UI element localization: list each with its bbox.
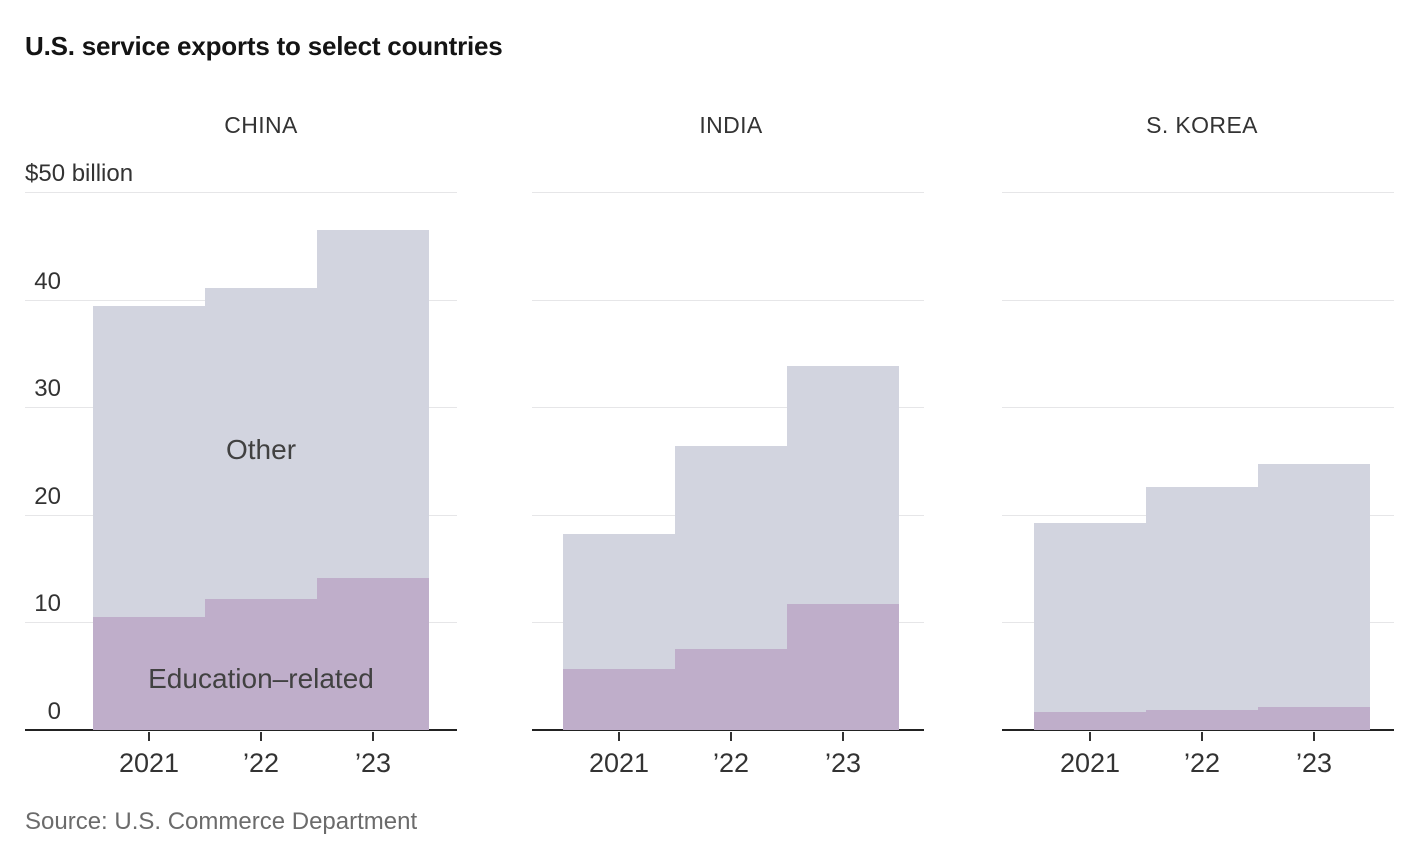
x-tick-label: ’22 bbox=[1183, 748, 1221, 778]
bar-stack bbox=[317, 229, 429, 730]
bar-segment-education bbox=[205, 598, 317, 730]
gridline bbox=[532, 192, 924, 193]
y-tick-label: 10 bbox=[34, 590, 61, 618]
y-tick-label: 20 bbox=[34, 482, 61, 510]
panel-header: S. KOREA bbox=[1146, 112, 1258, 138]
bar-stack bbox=[563, 534, 675, 730]
bar-segment-education bbox=[675, 649, 787, 730]
bar-segment-other bbox=[563, 534, 675, 669]
bar-stack bbox=[675, 445, 787, 730]
bars-group bbox=[563, 366, 899, 730]
bars-group bbox=[93, 229, 429, 730]
x-tick-mark bbox=[842, 732, 844, 741]
x-tick-label: ’23 bbox=[824, 748, 862, 778]
x-tick-mark bbox=[260, 732, 262, 741]
axis-baseline bbox=[532, 729, 924, 731]
x-tick-mark bbox=[1201, 732, 1203, 741]
bar-segment-education bbox=[563, 668, 675, 730]
bar-stack bbox=[205, 287, 317, 730]
chart-title: U.S. service exports to select countries bbox=[25, 31, 503, 61]
x-tick-mark bbox=[1089, 732, 1091, 741]
gridline bbox=[1002, 407, 1394, 409]
x-tick-label: 2021 bbox=[118, 748, 180, 778]
gridline bbox=[1002, 192, 1394, 193]
bar-segment-other bbox=[1034, 523, 1146, 712]
x-tick-mark bbox=[618, 732, 620, 741]
gridline bbox=[532, 299, 924, 301]
x-tick-mark bbox=[148, 732, 150, 741]
bar-stack bbox=[93, 306, 205, 730]
axis-baseline bbox=[25, 729, 457, 731]
bar-segment-other bbox=[205, 287, 317, 599]
bar-segment-other bbox=[93, 306, 205, 618]
bar-stack bbox=[1258, 464, 1370, 730]
gridline bbox=[532, 407, 924, 409]
series-label-other: Other bbox=[225, 434, 297, 465]
bar-segment-education bbox=[93, 617, 205, 730]
bar-segment-other bbox=[675, 445, 787, 650]
y-axis-unit-label: $50 billion bbox=[25, 160, 134, 187]
x-tick-label: ’22 bbox=[242, 748, 280, 778]
bar-segment-education bbox=[1034, 711, 1146, 730]
bar-segment-education bbox=[317, 578, 429, 730]
x-tick-label: 2021 bbox=[1059, 748, 1121, 778]
source-note: Source: U.S. Commerce Department bbox=[25, 808, 418, 835]
axis-baseline bbox=[1002, 729, 1394, 731]
series-label-education: Education–related bbox=[148, 663, 374, 694]
chart-panel: 2021 ’22 ’23 bbox=[532, 192, 924, 777]
x-tick-label: ’23 bbox=[354, 748, 392, 778]
x-tick-mark bbox=[730, 732, 732, 741]
bar-segment-education bbox=[1258, 707, 1370, 730]
bar-segment-education bbox=[1146, 709, 1258, 730]
bar-stack bbox=[1146, 486, 1258, 730]
x-tick-mark bbox=[372, 732, 374, 741]
panel-header: INDIA bbox=[699, 112, 763, 138]
bar-stack bbox=[1034, 523, 1146, 730]
chart-panel: 2021 ’22 ’23 bbox=[1002, 192, 1394, 777]
bar-segment-other bbox=[787, 366, 899, 605]
chart-panel: 2021 ’22 ’23 40 30 20 10 0 $50 billion Other Educa… bbox=[25, 162, 457, 777]
panel-header: CHINA bbox=[224, 112, 298, 138]
x-tick-label: 2021 bbox=[588, 748, 650, 778]
bars-group bbox=[1034, 464, 1370, 730]
bar-segment-other bbox=[317, 229, 429, 579]
x-tick-mark bbox=[1313, 732, 1315, 741]
bar-segment-other bbox=[1146, 486, 1258, 710]
y-tick-label: 30 bbox=[34, 375, 61, 403]
bar-stack bbox=[787, 366, 899, 730]
y-tick-label: 40 bbox=[34, 267, 61, 295]
bar-segment-education bbox=[787, 604, 899, 730]
bar-segment-other bbox=[1258, 464, 1370, 708]
x-tick-label: ’23 bbox=[1295, 748, 1333, 778]
y-tick-label: 0 bbox=[47, 698, 61, 725]
gridline bbox=[1002, 299, 1394, 301]
x-tick-label: ’22 bbox=[712, 748, 750, 778]
gridline bbox=[25, 192, 457, 193]
